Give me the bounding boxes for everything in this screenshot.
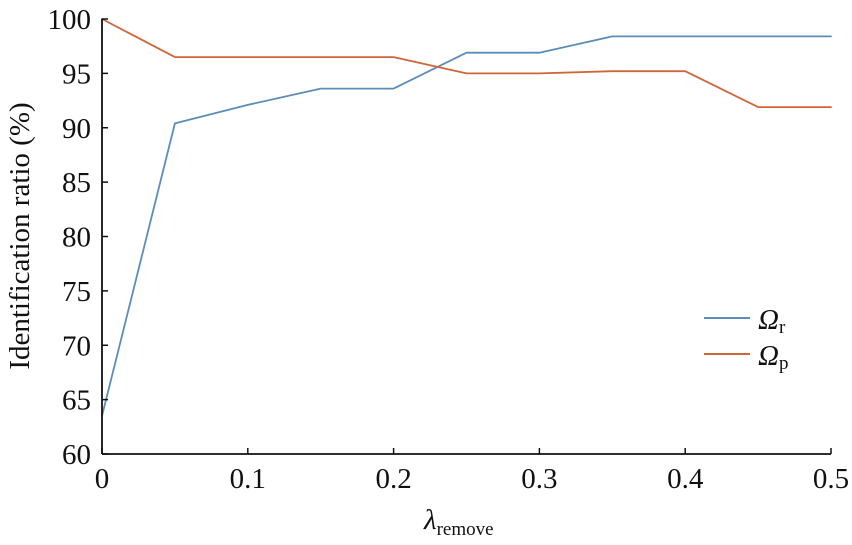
series-layer xyxy=(101,18,832,417)
legend-label-omega-p: Ωp xyxy=(758,340,788,374)
y-tick-label: 80 xyxy=(62,222,91,254)
y-tick-label: 90 xyxy=(62,113,91,145)
x-axis-label-symbol: λ xyxy=(423,504,437,536)
x-tick-label: 0 xyxy=(95,463,110,495)
legend-label-omega-r-symbol: Ω xyxy=(758,304,779,336)
legend: Ωr Ωp xyxy=(704,304,788,374)
x-axis-label: λremove xyxy=(423,504,494,540)
y-tick-label: 65 xyxy=(62,385,91,417)
series-line-omega-r xyxy=(101,35,832,417)
legend-label-omega-p-subscript: p xyxy=(779,353,789,374)
y-tick-label: 100 xyxy=(48,4,92,36)
x-tick-label: 0.4 xyxy=(667,463,704,495)
y-tick-label: 75 xyxy=(62,276,91,308)
y-tick-label: 85 xyxy=(62,167,91,199)
y-tick-label: 70 xyxy=(62,330,91,362)
x-tick-label: 0.1 xyxy=(230,463,266,495)
y-tick-label: 60 xyxy=(62,439,91,471)
y-axis-label: Identification ratio (%) xyxy=(4,102,36,369)
x-tick-label: 0.5 xyxy=(813,463,849,495)
legend-label-omega-r-subscript: r xyxy=(779,317,786,338)
x-axis-label-subscript: remove xyxy=(437,519,494,540)
series-line-omega-p xyxy=(101,18,832,108)
y-tick-label: 95 xyxy=(62,58,91,90)
x-tick-label: 0.3 xyxy=(521,463,557,495)
axes-layer xyxy=(101,19,831,455)
legend-label-omega-p-symbol: Ω xyxy=(758,340,779,372)
legend-label-omega-r: Ωr xyxy=(758,304,786,338)
x-tick-label: 0.2 xyxy=(375,463,411,495)
ticks-layer: 0 0.1 0.2 0.3 0.4 0.5 60 65 70 75 80 85 90 95 100 xyxy=(48,4,850,495)
